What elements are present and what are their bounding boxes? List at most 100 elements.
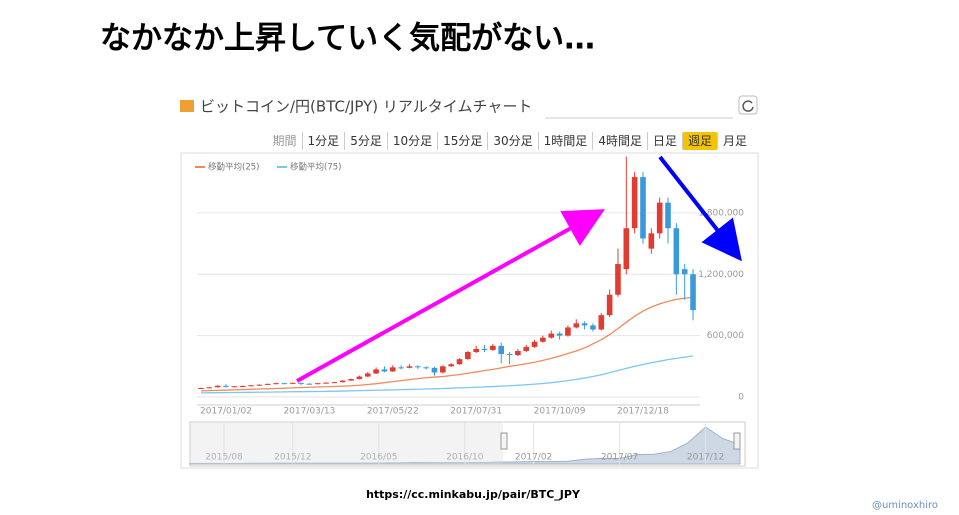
navigator-label: 2017/07 xyxy=(601,453,638,463)
navigator-mask xyxy=(190,423,503,465)
period-tab[interactable]: 5分足 xyxy=(344,132,387,150)
candle-body xyxy=(548,333,555,338)
period-tab[interactable]: 10分足 xyxy=(386,132,437,150)
x-tick-label: 2017/10/09 xyxy=(534,407,586,417)
candle-body xyxy=(389,367,396,372)
candle-body xyxy=(456,359,463,365)
candle-body xyxy=(640,177,646,239)
period-tab[interactable]: 日足 xyxy=(646,132,682,150)
candle-body xyxy=(506,354,513,356)
navigator-label: 2016/10 xyxy=(446,453,484,463)
candle-body xyxy=(623,228,630,270)
moving-average-line xyxy=(200,296,694,392)
chart-header: ビットコイン/円(BTC/JPY) リアルタイムチャート xyxy=(200,98,532,116)
slide-title: なかなか上昇していく気配がない… xyxy=(100,21,595,57)
navigator-frame xyxy=(189,421,746,467)
candle-body xyxy=(256,384,263,386)
candle-body xyxy=(431,367,438,373)
period-tab[interactable]: 30分足 xyxy=(487,132,537,150)
candle-body xyxy=(681,269,688,275)
candle-body xyxy=(306,383,313,385)
candle-body xyxy=(581,323,588,326)
period-tab[interactable]: 4時間足 xyxy=(592,132,647,150)
candle-body xyxy=(248,385,254,387)
candle-body xyxy=(490,345,496,350)
period-tab[interactable]: 15分足 xyxy=(437,132,487,150)
legend-label: 移動平均(25) xyxy=(208,162,259,173)
candle-body xyxy=(598,315,605,330)
candle-body xyxy=(615,264,621,295)
candle-body xyxy=(314,383,321,385)
candle-body xyxy=(381,369,388,372)
period-tab[interactable]: 週足 xyxy=(681,132,717,150)
period-tab[interactable]: 期間 xyxy=(272,134,297,148)
source-url: https://cc.minkabu.jp/pair/BTC_JPY xyxy=(366,488,581,501)
candle-body xyxy=(198,387,204,389)
x-tick-label: 2017/07/31 xyxy=(450,407,502,417)
candle-body xyxy=(264,383,271,385)
candle-body xyxy=(331,382,338,384)
x-tick-label: 2017/01/02 xyxy=(200,407,252,417)
candle-body xyxy=(565,327,571,336)
candle-body xyxy=(540,337,546,342)
candle-body xyxy=(531,341,538,347)
navigator-area xyxy=(189,426,741,465)
candle-body xyxy=(273,383,279,385)
candle-body xyxy=(440,366,446,373)
candle-body xyxy=(323,382,329,384)
candle-body xyxy=(665,202,671,229)
x-tick-label: 2017/05/22 xyxy=(367,407,419,417)
refresh-icon xyxy=(742,100,754,112)
y-tick-label: 0 xyxy=(738,393,744,403)
x-tick-label: 2017/03/13 xyxy=(283,407,335,417)
candle-body xyxy=(339,380,346,383)
candle-body xyxy=(523,346,530,351)
candle-body xyxy=(223,385,229,387)
y-tick-label: 1,800,000 xyxy=(698,208,744,218)
candle-body xyxy=(481,348,488,350)
candle-body xyxy=(498,345,505,355)
period-tab[interactable]: 1分足 xyxy=(301,132,345,150)
candle-body xyxy=(214,385,221,388)
y-tick-label: 600,000 xyxy=(707,331,744,341)
candle-body xyxy=(348,379,354,381)
candle-body xyxy=(673,228,680,275)
plot: 0 600,000 1,200,000 1,800,000 2017/01/02 2017… xyxy=(189,156,744,465)
navigator-handle[interactable] xyxy=(733,432,741,450)
candle-body xyxy=(231,386,238,388)
candle-body xyxy=(373,369,379,374)
candle-body xyxy=(406,366,413,368)
candle-body xyxy=(289,382,296,384)
candle-body xyxy=(656,202,663,234)
legend-label: 移動平均(75) xyxy=(290,162,341,173)
period-tab[interactable]: 月足 xyxy=(716,132,752,150)
candle-body xyxy=(606,294,613,316)
candle-body xyxy=(206,387,213,389)
candle-body xyxy=(423,367,429,369)
candle-body xyxy=(590,325,596,330)
candle-body xyxy=(631,177,638,229)
candle-body xyxy=(573,323,580,328)
period-tabs: 期間 1分足 5分足 10分足 15分足 30分足 1時間足 4時間足 日足 週足 月足 xyxy=(268,132,752,150)
navigator-label: 2017/02 xyxy=(515,453,552,463)
period-tab[interactable]: 1時間足 xyxy=(537,132,593,150)
down-arrow xyxy=(658,155,742,262)
candle-body xyxy=(281,383,288,385)
moving-average-line xyxy=(200,355,694,394)
y-tick-label: 1,200,000 xyxy=(698,270,744,280)
navigator-label: 2016/05 xyxy=(360,453,397,463)
credit: @uminoxhiro xyxy=(872,500,938,511)
candle-body xyxy=(690,274,696,311)
candle-body xyxy=(465,351,471,360)
chart-icon xyxy=(180,100,194,112)
candle-body xyxy=(415,366,421,368)
candle-body xyxy=(298,382,304,384)
navigator-handle[interactable] xyxy=(500,432,508,450)
candle-body xyxy=(356,376,363,380)
navigator-label: 2017/12 xyxy=(687,453,724,463)
candle-body xyxy=(448,364,454,367)
chart-frame xyxy=(180,152,759,469)
candle-body xyxy=(364,373,371,377)
